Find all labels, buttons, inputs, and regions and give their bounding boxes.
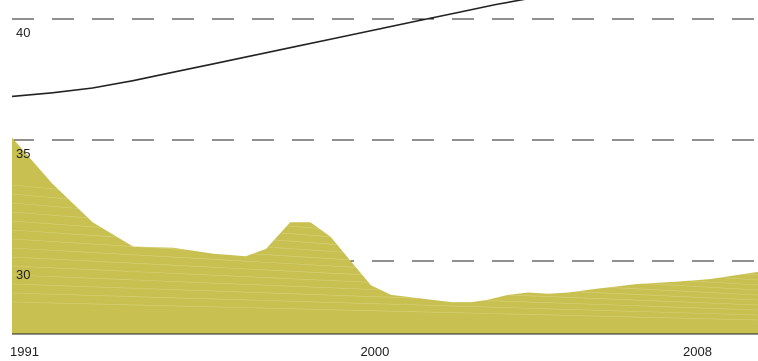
x-tick-labels: 1991 2000 2008 <box>10 344 712 359</box>
area-series <box>12 137 758 334</box>
y-tick-label-35: 35 <box>16 146 30 161</box>
x-tick-label-1991: 1991 <box>10 344 39 359</box>
y-tick-label-30: 30 <box>16 267 30 282</box>
series-line <box>11 0 526 98</box>
y-tick-labels: 30 35 40 <box>16 25 30 282</box>
area-streak <box>12 292 758 316</box>
gridlines <box>12 18 758 262</box>
area-fill <box>12 137 758 334</box>
line-series <box>11 0 526 98</box>
x-tick-label-2000: 2000 <box>360 344 389 359</box>
y-tick-label-40: 40 <box>16 25 30 40</box>
area-streak <box>12 301 758 321</box>
x-tick-label-2008: 2008 <box>683 344 712 359</box>
area-streak <box>12 283 758 311</box>
